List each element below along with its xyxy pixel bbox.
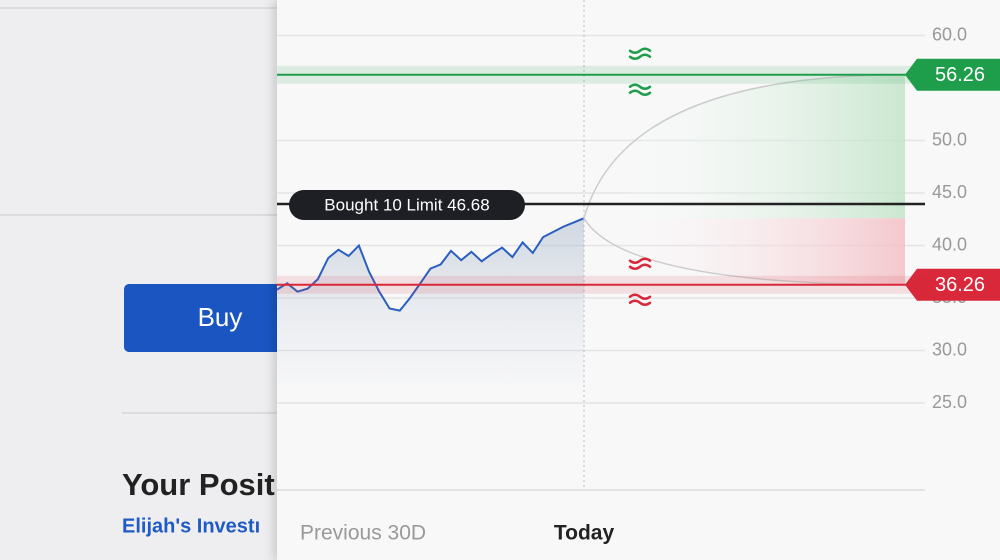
drag-chevron — [628, 257, 652, 265]
account-link[interactable]: Elijah's Investı — [122, 515, 260, 537]
y-tick-label: 60.0 — [932, 24, 967, 44]
price-line — [276, 217, 585, 312]
cone-edge — [583, 74, 906, 286]
positions-heading: Your Posit — [122, 467, 275, 502]
drag-chevron — [628, 263, 652, 271]
x-label: Today — [554, 522, 615, 545]
drag-chevron — [628, 299, 652, 307]
price-area — [277, 218, 584, 385]
cone-up — [584, 74, 905, 219]
background-panel: Buy Your Posit Elijah's Investı — [0, 7, 294, 537]
cone-down — [584, 218, 905, 285]
drag-chevron — [628, 47, 652, 55]
drag-chevron — [628, 89, 652, 97]
y-tick-label: 25.0 — [932, 392, 967, 412]
buy-button[interactable] — [124, 284, 294, 352]
order-pill — [289, 190, 525, 220]
order-label: Bought 10 Limit 46.68 — [324, 195, 489, 214]
drag-chevron — [628, 83, 652, 91]
y-tick-label: 40.0 — [932, 234, 967, 254]
y-tick-label: 50.0 — [932, 129, 967, 149]
y-tick-label: 45.0 — [932, 182, 967, 202]
target-tag — [905, 58, 1000, 91]
target-label: 56.26 — [935, 64, 985, 86]
y-tick-label: 30.0 — [932, 339, 967, 359]
drag-chevron — [628, 293, 652, 301]
drag-chevron — [628, 53, 652, 61]
buy-label[interactable]: Buy — [198, 302, 243, 332]
target-tag — [905, 268, 1000, 301]
x-label: Previous 30D — [300, 522, 426, 545]
target-label: 36.26 — [935, 274, 985, 296]
